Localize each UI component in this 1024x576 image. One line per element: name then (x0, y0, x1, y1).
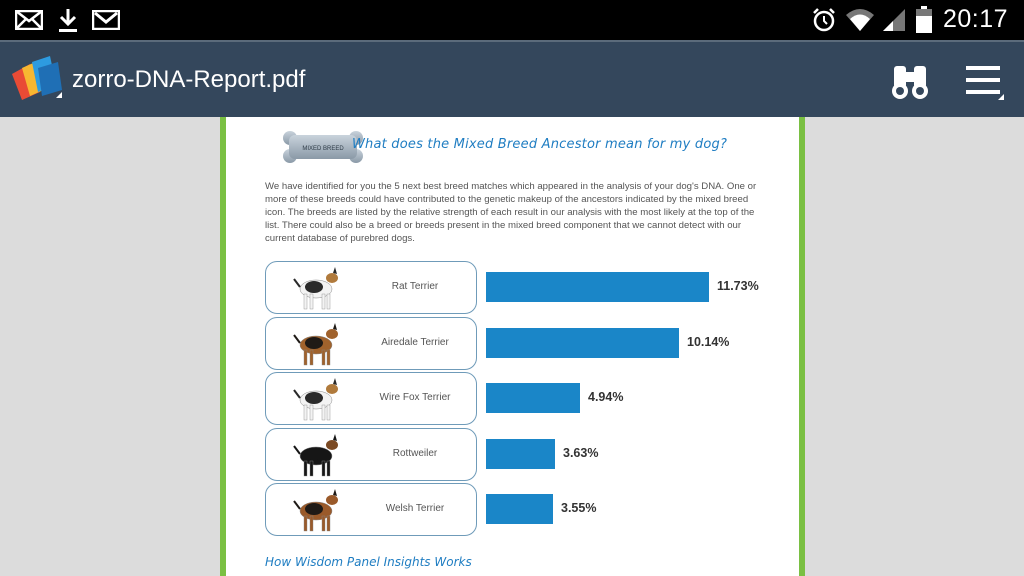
status-bar: 20:17 (0, 0, 1024, 40)
mail-icon (14, 6, 44, 34)
dog-photo (293, 322, 338, 365)
breed-card: Wire Fox Terrier (265, 372, 477, 425)
document-title: zorro-DNA-Report.pdf (72, 66, 306, 93)
breed-percentage-bar (486, 383, 580, 413)
page-border: MIXED BREED What does the Mixed Breed An… (220, 117, 805, 576)
dog-photo (293, 489, 338, 532)
breed-name: Rottweiler (392, 447, 438, 459)
breed-percentage-bar (486, 438, 555, 469)
download-icon (56, 6, 80, 34)
dog-photo (293, 378, 338, 421)
breed-name: Airedale Terrier (381, 336, 449, 348)
breed-percentage-label: 3.63% (563, 445, 599, 460)
app-logo-icon[interactable] (8, 54, 64, 104)
wifi-icon (844, 6, 876, 34)
signal-icon (880, 6, 908, 34)
badge-text: MIXED BREED (302, 146, 344, 152)
breed-percentage-bar (486, 272, 709, 302)
breed-card: Rat Terrier (265, 261, 477, 314)
binoculars-search-icon[interactable] (890, 62, 930, 102)
breed-name: Rat Terrier (391, 281, 439, 292)
dog-photo (293, 267, 338, 310)
intro-paragraph: We have identified for you the 5 next be… (265, 181, 757, 244)
breed-percentage-bar (486, 327, 679, 358)
alarm-icon (810, 6, 838, 34)
breed-percentage-label: 4.94% (588, 390, 624, 404)
clock: 20:17 (942, 5, 1008, 33)
pdf-page: MIXED BREED What does the Mixed Breed An… (226, 117, 799, 576)
dog-photo (293, 433, 338, 476)
breed-percentage-label: 11.73% (717, 279, 759, 293)
menu-icon[interactable] (962, 62, 1008, 102)
breed-name: Wire Fox Terrier (379, 392, 451, 403)
breed-percentage-label: 3.55% (561, 501, 597, 515)
breed-card: Welsh Terrier (265, 483, 477, 536)
breed-card: Airedale Terrier (265, 316, 477, 370)
breed-percentage-label: 10.14% (687, 334, 730, 349)
mixed-breed-badge: MIXED BREED (283, 131, 363, 163)
breed-percentage-bar (486, 494, 553, 524)
app-bar: zorro-DNA-Report.pdf (0, 40, 1024, 117)
breed-card: Rottweiler (265, 427, 477, 481)
breed-name: Welsh Terrier (385, 503, 445, 514)
footer-heading: How Wisdom Panel Insights Works (265, 555, 472, 569)
section-heading: What does the Mixed Breed Ancestor mean … (352, 137, 728, 152)
gmail-icon (92, 6, 120, 34)
battery-icon (912, 6, 936, 34)
document-viewer[interactable]: MIXED BREED What does the Mixed Breed An… (0, 117, 1024, 576)
